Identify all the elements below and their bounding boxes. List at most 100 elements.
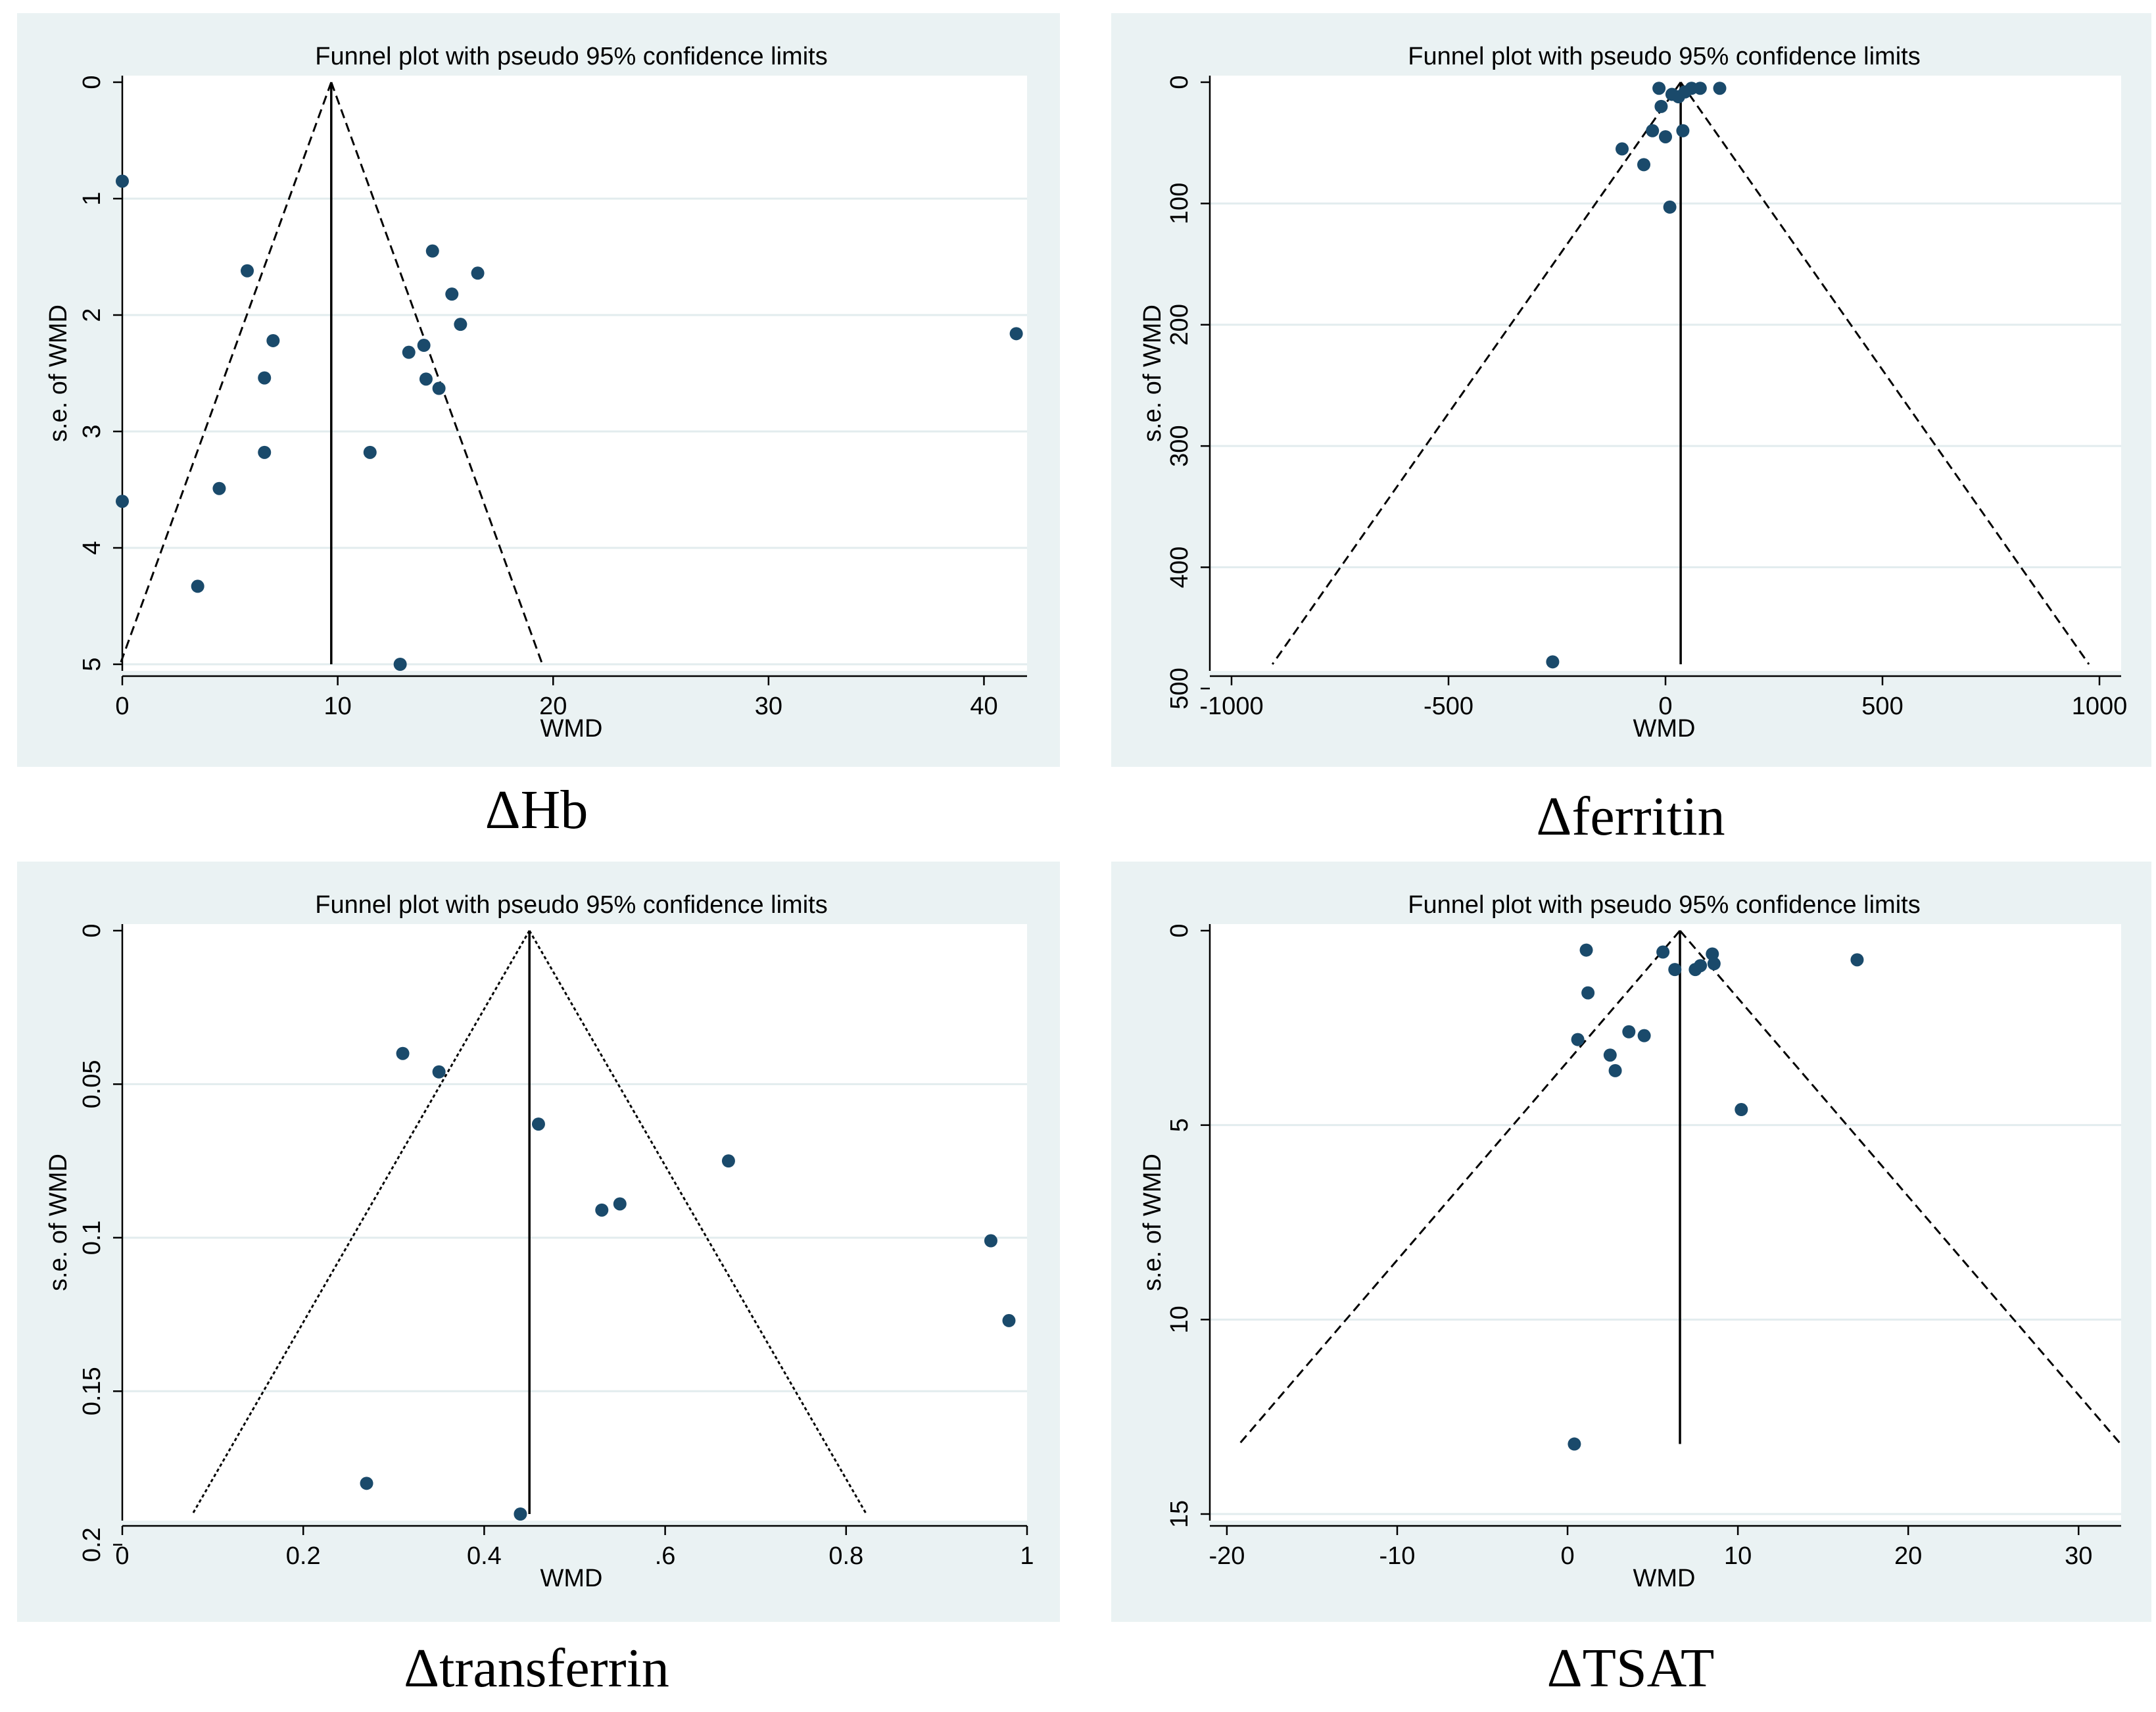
study-point	[1713, 82, 1727, 95]
confidence-limit-right	[330, 82, 544, 665]
study-point	[984, 1234, 997, 1248]
y-tick-label: 300	[1166, 425, 1193, 466]
y-tick-label: 10	[1166, 1306, 1193, 1333]
study-point	[360, 1477, 373, 1490]
study-point	[1637, 158, 1650, 172]
study-point	[1706, 947, 1719, 961]
study-point	[266, 333, 280, 347]
study-point	[613, 1197, 627, 1211]
x-tick-label: 0.2	[286, 1542, 321, 1570]
study-point	[432, 1065, 446, 1079]
study-point	[1676, 124, 1690, 137]
study-point	[1656, 945, 1670, 959]
funnel-plot-transferrin: 0 0.05 0.1 0.15 0.2 0 0.2 0.4 .6 0.8 1 Funnel plot …	[45, 891, 1034, 1592]
x-tick-label: 0.8	[828, 1542, 863, 1570]
study-point	[1850, 953, 1864, 967]
confidence-limit-left	[1238, 930, 1681, 1445]
y-tick-label: 0	[1166, 923, 1193, 937]
x-tick-label: 0	[1560, 1542, 1574, 1570]
study-point	[721, 1154, 735, 1168]
y-tick-label: 1	[78, 191, 106, 205]
y-axis-label: s.e. of WMD	[45, 1154, 72, 1291]
caption-hb: ΔHb	[485, 779, 588, 841]
x-tick-label: .6	[655, 1542, 676, 1570]
plot-area	[1210, 924, 2121, 1521]
chart-title: Funnel plot with pseudo 95% confidence l…	[1408, 891, 1920, 919]
study-point	[1571, 1033, 1585, 1046]
x-axis-label: WMD	[540, 715, 603, 743]
y-tick-label: 3	[78, 424, 106, 438]
study-point	[1646, 124, 1660, 137]
y-tick-label: 4	[78, 541, 106, 554]
funnel-panel-transferrin: 0 0.05 0.1 0.15 0.2 0 0.2 0.4 .6 0.8 1 Funnel plot …	[17, 862, 1060, 1622]
study-point	[1694, 959, 1708, 973]
y-tick-label: 0	[78, 75, 106, 89]
study-point	[471, 266, 485, 280]
study-point	[514, 1507, 527, 1521]
x-tick-label: -10	[1379, 1542, 1416, 1570]
study-point	[595, 1203, 609, 1217]
caption-transferrin: Δtransferrin	[404, 1638, 669, 1699]
caption-ferritin: Δferritin	[1536, 786, 1725, 847]
y-tick-label: 2	[78, 308, 106, 322]
study-point	[258, 371, 272, 385]
confidence-limit-left	[1271, 82, 1682, 665]
study-point	[241, 264, 254, 278]
funnel-panel-ferritin: 0 100 200 300 400 500 -1000 -500 0 500 1000 Funnel …	[1111, 13, 2151, 767]
y-tick-label: 0	[1166, 75, 1193, 89]
y-tick-label: 0	[78, 923, 106, 937]
x-tick-label: 0	[115, 1542, 129, 1570]
study-point	[454, 318, 467, 331]
y-axis-label: s.e. of WMD	[1139, 305, 1166, 442]
x-tick-label: -20	[1209, 1542, 1245, 1570]
funnel-plot-tsat: 0 5 10 15 -20 -10 0 10 20 30 Funnel plot with pseu…	[1139, 891, 2122, 1592]
study-point	[1659, 130, 1672, 143]
x-tick-label: 30	[755, 693, 782, 720]
study-point	[1693, 82, 1707, 95]
study-point	[1637, 1029, 1651, 1042]
study-point	[396, 1046, 410, 1060]
y-tick-label: 400	[1166, 547, 1193, 588]
x-axis-label: WMD	[1633, 1565, 1696, 1592]
study-point	[1616, 142, 1629, 156]
funnel-panel-tsat: 0 5 10 15 -20 -10 0 10 20 30 Funnel plot with pseu…	[1111, 862, 2151, 1622]
study-point	[1546, 655, 1560, 669]
study-point	[1654, 99, 1668, 113]
study-point	[116, 174, 129, 188]
y-tick-label: 500	[1166, 668, 1193, 709]
y-tick-label: 0.05	[78, 1060, 106, 1108]
x-tick-label: 0	[1658, 693, 1672, 720]
x-tick-label: 0	[115, 693, 129, 720]
confidence-limit-left	[119, 82, 333, 665]
study-point	[1579, 943, 1593, 957]
study-point	[425, 244, 439, 258]
study-point	[417, 339, 431, 353]
y-tick-label: 15	[1166, 1500, 1193, 1528]
x-tick-label: -1000	[1199, 693, 1263, 720]
x-tick-label: 40	[970, 693, 997, 720]
y-tick-label: 0.1	[78, 1220, 106, 1255]
study-point	[1603, 1048, 1617, 1062]
study-point	[1581, 986, 1595, 1000]
x-tick-label: 1000	[2072, 693, 2128, 720]
x-axis-label: WMD	[540, 1565, 603, 1592]
y-tick-label: 0.15	[78, 1367, 106, 1415]
funnel-panel-hb: 0 1 2 3 4 5 0 10 20 30 40 Funnel plot with pseudo 9…	[17, 13, 1060, 767]
x-tick-label: -500	[1424, 693, 1473, 720]
y-axis-label: s.e. of WMD	[1139, 1154, 1166, 1291]
x-tick-label: 30	[2065, 1542, 2092, 1570]
chart-title: Funnel plot with pseudo 95% confidence l…	[315, 891, 827, 919]
chart-title: Funnel plot with pseudo 95% confidence l…	[315, 43, 827, 70]
x-axis-label: WMD	[1633, 715, 1696, 743]
x-tick-label: 20	[539, 693, 567, 720]
study-point	[1002, 1313, 1016, 1327]
y-tick-label: 5	[78, 657, 106, 671]
x-tick-label: 20	[1894, 1542, 1922, 1570]
study-point	[1668, 963, 1682, 977]
study-point	[1608, 1064, 1622, 1077]
x-tick-label: 500	[1861, 693, 1903, 720]
study-point	[116, 495, 129, 508]
x-tick-label: 10	[323, 693, 351, 720]
plot-area	[122, 76, 1027, 671]
